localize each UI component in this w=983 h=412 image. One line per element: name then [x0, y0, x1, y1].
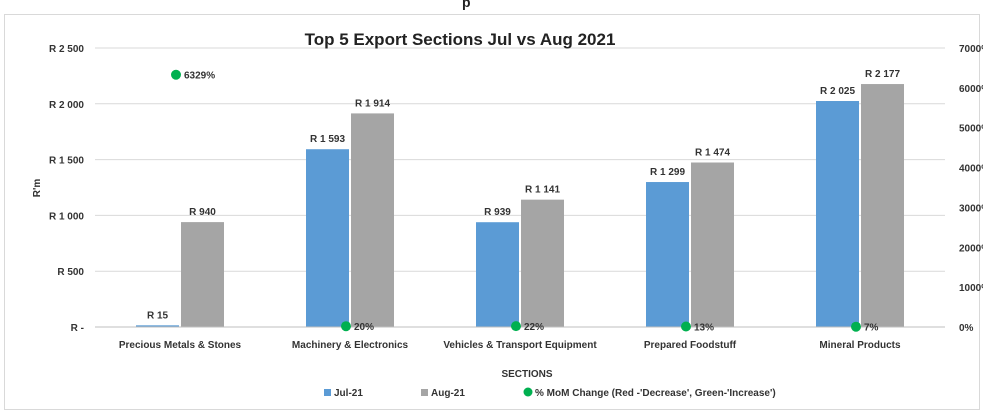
y2-tick-label: 1000% [959, 283, 983, 294]
bar [476, 222, 519, 327]
change-marker [681, 321, 691, 332]
x-tick-label: Mineral Products [819, 340, 901, 351]
bar [181, 222, 224, 327]
legend-swatch-aug [421, 389, 428, 396]
y-tick-label: R 2 000 [49, 100, 84, 111]
y-axis-label: R'm [32, 179, 43, 198]
change-label: 7% [864, 323, 879, 334]
change-label: 20% [354, 322, 374, 333]
legend-label-change: % MoM Change (Red -'Decrease', Green-'In… [535, 388, 776, 399]
y-tick-label: R - [71, 323, 84, 334]
x-tick-label: Prepared Foodstuff [644, 340, 737, 351]
bar [816, 101, 859, 327]
bar [351, 113, 394, 327]
change-marker [511, 321, 521, 332]
chart-frame [4, 14, 980, 410]
y2-tick-label: 6000% [959, 84, 983, 95]
bar [306, 149, 349, 327]
cropped-header-text: p [462, 0, 471, 10]
bar [646, 182, 689, 327]
x-axis-label: SECTIONS [501, 369, 552, 380]
bar [136, 325, 179, 327]
bar-value-label: R 2 025 [820, 86, 855, 97]
change-label: 6329% [184, 71, 215, 82]
legend-label-aug: Aug-21 [431, 388, 465, 399]
change-label: 22% [524, 322, 544, 333]
legend-label-jul: Jul-21 [334, 388, 363, 399]
bar-value-label: R 940 [189, 207, 216, 218]
change-marker [851, 321, 861, 332]
change-marker [341, 321, 351, 332]
y2-tick-label: 0% [959, 323, 974, 334]
bar [521, 199, 564, 327]
y-tick-label: R 1 500 [49, 156, 84, 167]
bar-value-label: R 1 141 [525, 185, 560, 196]
bar-value-label: R 1 593 [310, 134, 345, 145]
x-tick-label: Precious Metals & Stones [119, 340, 242, 351]
change-label: 13% [694, 322, 714, 333]
bar-value-label: R 1 914 [355, 98, 390, 109]
bar-value-label: R 939 [484, 207, 511, 218]
y2-tick-label: 5000% [959, 124, 983, 135]
legend-swatch-jul [324, 389, 331, 396]
bar-value-label: R 2 177 [865, 69, 900, 80]
top-strip [0, 0, 983, 8]
y2-tick-label: 7000% [959, 44, 983, 55]
bar-value-label: R 15 [147, 310, 169, 321]
x-tick-label: Vehicles & Transport Equipment [443, 340, 597, 351]
bar-value-label: R 1 474 [695, 148, 730, 159]
legend-swatch-change [523, 387, 533, 397]
y-tick-label: R 2 500 [49, 44, 84, 55]
y2-tick-label: 2000% [959, 243, 983, 254]
bar [691, 162, 734, 327]
y2-tick-label: 3000% [959, 203, 983, 214]
bar [861, 84, 904, 327]
bar-value-label: R 1 299 [650, 167, 685, 178]
change-marker [171, 69, 181, 80]
y-tick-label: R 500 [57, 267, 84, 278]
y-tick-label: R 1 000 [49, 211, 84, 222]
chart-title: Top 5 Export Sections Jul vs Aug 2021 [305, 30, 616, 49]
x-tick-label: Machinery & Electronics [292, 340, 409, 351]
y2-tick-label: 4000% [959, 164, 983, 175]
